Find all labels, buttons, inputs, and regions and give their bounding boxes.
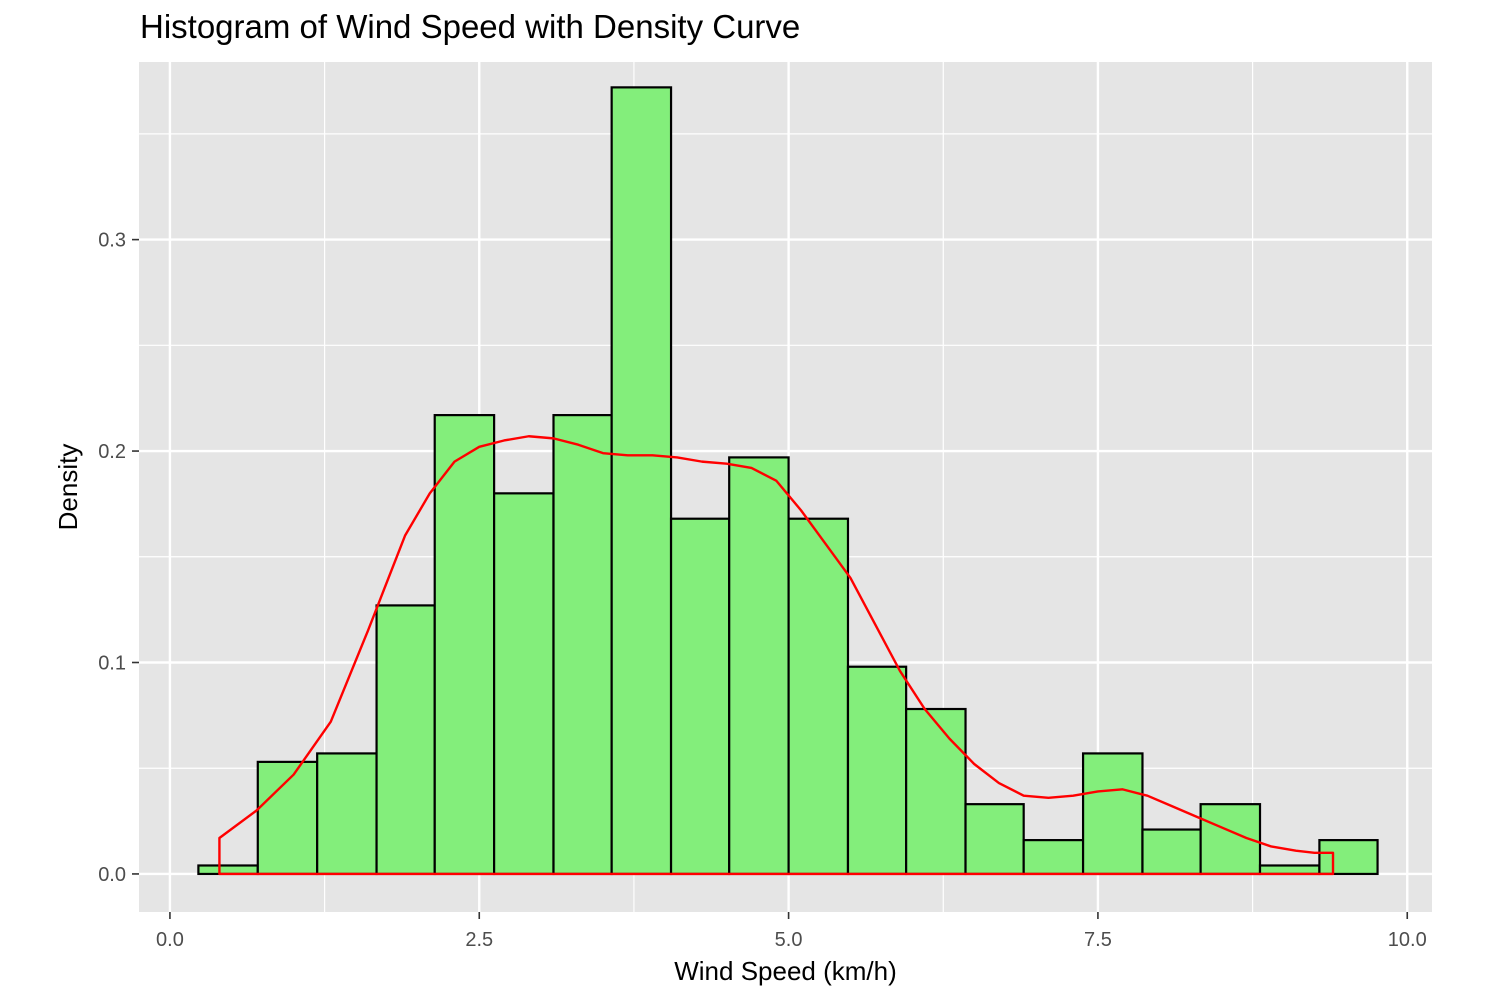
y-tick-label: 0.2 bbox=[98, 441, 126, 463]
x-axis-tick-labels: 0.0 2.5 5.0 7.5 10.0 bbox=[156, 929, 1427, 951]
histogram-bar bbox=[610, 86, 673, 876]
histogram-bar bbox=[552, 414, 613, 876]
axis-ticks bbox=[132, 238, 1409, 919]
histogram-bar bbox=[669, 517, 731, 876]
x-tick-label: 5.0 bbox=[775, 929, 803, 951]
histogram-bar bbox=[964, 803, 1025, 876]
y-axis-title: Density bbox=[53, 444, 83, 531]
histogram-bar bbox=[493, 492, 555, 876]
histogram-bar bbox=[375, 604, 436, 876]
x-tick-label: 0.0 bbox=[156, 929, 184, 951]
histogram-bar bbox=[905, 707, 967, 876]
histogram-bar bbox=[197, 864, 259, 876]
histogram-bar bbox=[1258, 864, 1321, 876]
x-axis-title: Wind Speed (km/h) bbox=[674, 956, 897, 986]
y-axis-tick-labels: 0.0 0.1 0.2 0.3 bbox=[98, 230, 126, 886]
histogram-bar bbox=[846, 665, 908, 876]
histogram-bar bbox=[1022, 839, 1085, 876]
x-tick-label: 2.5 bbox=[465, 929, 493, 951]
histogram-bar bbox=[787, 517, 850, 876]
histogram-bar bbox=[316, 752, 378, 876]
y-tick-label: 0.3 bbox=[98, 230, 126, 252]
x-tick-label: 7.5 bbox=[1084, 929, 1112, 951]
histogram-bar bbox=[728, 456, 790, 876]
histogram-bar bbox=[1081, 752, 1144, 876]
density-curve-layer bbox=[218, 435, 1335, 876]
histogram-bar bbox=[1318, 839, 1379, 876]
y-tick-label: 0.1 bbox=[98, 652, 126, 674]
y-tick-label: 0.0 bbox=[98, 864, 126, 886]
density-curve bbox=[218, 435, 1335, 876]
chart-title: Histogram of Wind Speed with Density Cur… bbox=[140, 8, 800, 45]
histogram-bar bbox=[433, 414, 496, 876]
x-tick-label: 10.0 bbox=[1388, 929, 1427, 951]
histogram-bar bbox=[256, 760, 319, 876]
histogram-bar bbox=[1141, 828, 1202, 876]
